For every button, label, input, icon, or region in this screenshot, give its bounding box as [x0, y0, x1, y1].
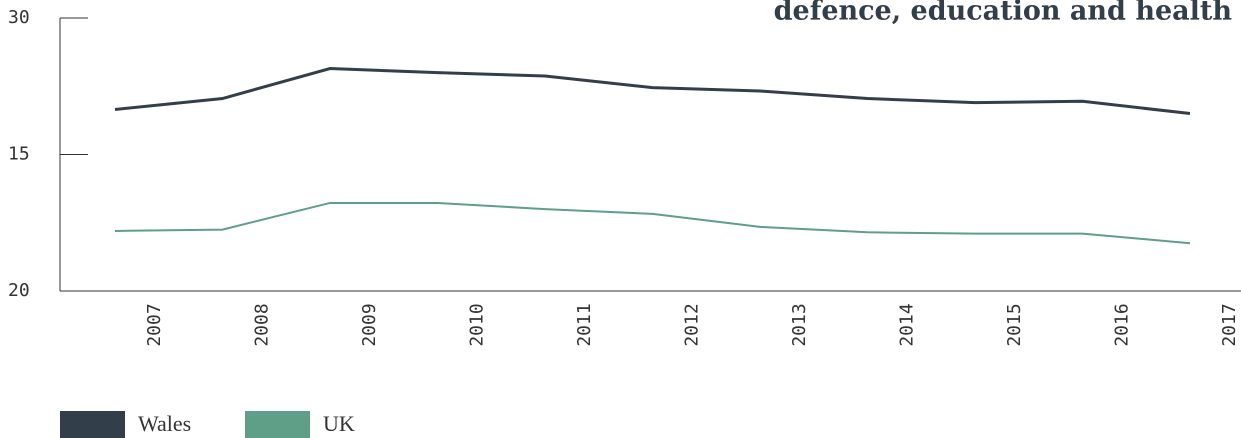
x-tick-label: 2012 — [682, 303, 703, 346]
x-tick-label: 2007 — [144, 303, 165, 346]
legend-label: Wales — [138, 411, 191, 436]
x-tick-label: 2016 — [1112, 303, 1133, 346]
legend-swatch — [245, 411, 310, 438]
legend-swatch — [60, 411, 125, 438]
y-tick-label: 20 — [8, 280, 30, 301]
x-tick-label: 2017 — [1219, 303, 1240, 346]
chart-title: defence, education and health — [774, 0, 1233, 27]
line — [114, 66, 1191, 116]
x-tick-label: 2013 — [789, 303, 810, 346]
x-tick-label: 2014 — [897, 303, 918, 346]
y-tick-label: 15 — [8, 144, 30, 165]
x-tick-label: 2010 — [467, 303, 488, 346]
x-tick-label: 2015 — [1004, 303, 1025, 346]
x-tick-label: 2011 — [574, 303, 595, 346]
x-tick-label: 2008 — [252, 303, 273, 346]
legend-label: UK — [323, 411, 355, 436]
x-tick-label: 2009 — [359, 303, 380, 346]
y-tick-label: 30 — [8, 7, 30, 28]
line — [114, 201, 1191, 245]
